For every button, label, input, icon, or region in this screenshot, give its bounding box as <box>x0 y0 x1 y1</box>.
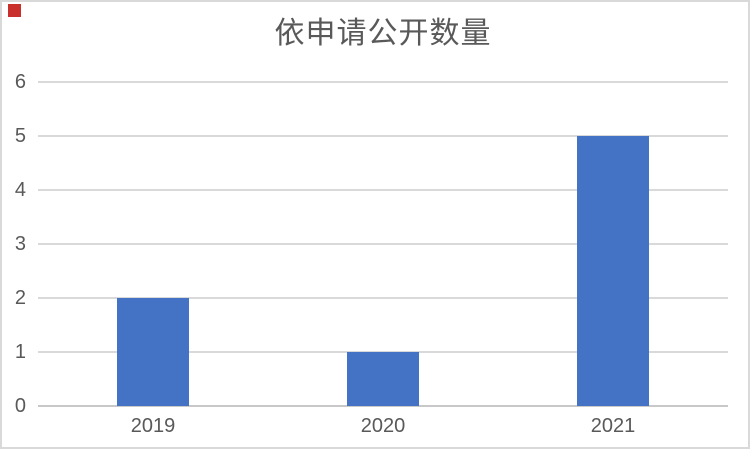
y-tick-label: 4 <box>14 179 26 201</box>
x-tick-label: 2020 <box>360 415 406 437</box>
x-tick-label: 2021 <box>590 415 636 437</box>
gridline <box>38 135 728 137</box>
gridline <box>38 189 728 191</box>
y-tick-label: 1 <box>14 341 26 363</box>
plot-area <box>38 81 728 407</box>
red-square-marker-icon <box>8 4 21 17</box>
x-axis-line <box>38 405 728 407</box>
bar-2021 <box>577 136 649 406</box>
gridline <box>38 297 728 299</box>
chart-title: 依申请公开数量 <box>274 17 492 50</box>
gridline <box>38 81 728 83</box>
bar-2020 <box>347 352 419 406</box>
y-tick-label: 2 <box>14 287 26 309</box>
x-tick-label: 2019 <box>130 415 176 437</box>
y-tick-label: 0 <box>14 395 26 417</box>
y-tick-label: 5 <box>14 125 26 147</box>
y-tick-label: 3 <box>14 233 26 255</box>
gridline <box>38 243 728 245</box>
bar-2019 <box>117 298 189 406</box>
y-tick-label: 6 <box>14 71 26 93</box>
